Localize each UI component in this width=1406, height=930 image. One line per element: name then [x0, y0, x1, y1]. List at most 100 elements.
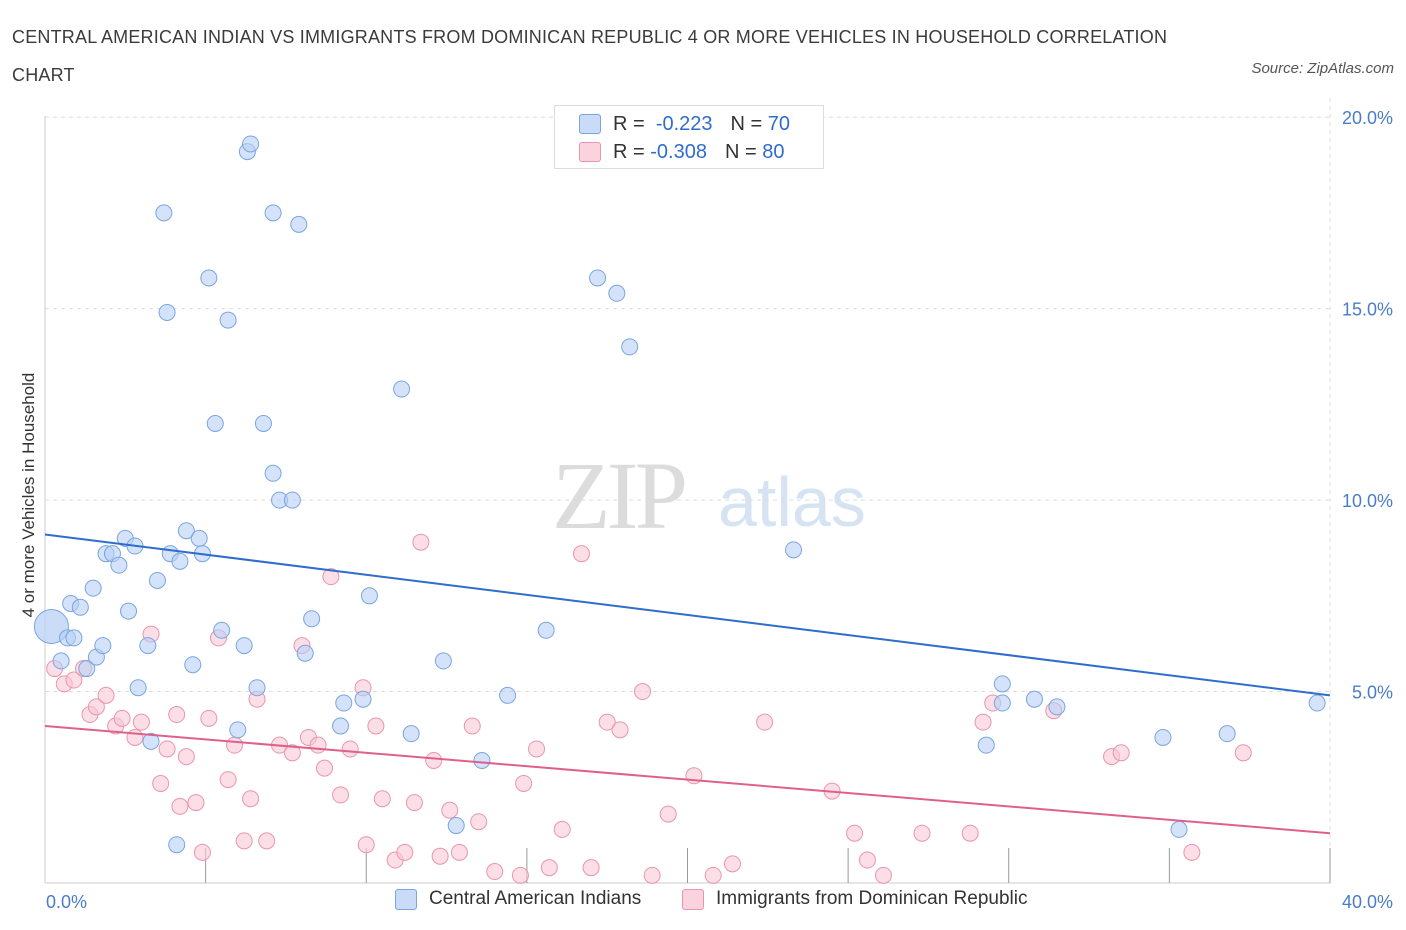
- data-point: [226, 736, 244, 754]
- series-central-american-points: [33, 135, 1326, 854]
- watermark-atlas: atlas: [718, 463, 866, 541]
- legend-row-central-american: R = -0.223 N = 70: [579, 112, 790, 136]
- data-point: [264, 464, 282, 482]
- gridlines: [45, 98, 1331, 883]
- data-point: [1308, 694, 1326, 712]
- data-point: [235, 832, 253, 850]
- legend-swatch-blue: [395, 888, 417, 910]
- x-tick-label: 40.0%: [1342, 892, 1393, 912]
- data-point: [431, 847, 449, 865]
- data-point: [402, 725, 420, 743]
- data-point: [977, 736, 995, 754]
- data-point: [148, 571, 166, 589]
- data-point: [434, 652, 452, 670]
- data-point: [396, 843, 414, 861]
- data-point: [1025, 690, 1043, 708]
- data-point: [84, 579, 102, 597]
- data-point: [155, 204, 173, 222]
- data-point: [598, 713, 616, 731]
- axes: [44, 116, 1331, 884]
- x-tick-label: 0.0%: [46, 892, 87, 912]
- data-point: [1112, 744, 1130, 762]
- data-point: [582, 859, 600, 877]
- data-point: [120, 602, 138, 620]
- data-point: [659, 805, 677, 823]
- data-point: [168, 836, 186, 854]
- data-point: [248, 679, 266, 697]
- series-dominican-points: [46, 533, 1252, 884]
- data-point: [858, 851, 876, 869]
- legend-n-value: 80: [762, 140, 785, 163]
- legend-n-label: N =: [724, 140, 757, 163]
- data-point: [235, 637, 253, 655]
- data-point: [611, 721, 629, 739]
- data-point: [168, 706, 186, 724]
- y-axis-label: 4 or more Vehicles in Household: [19, 373, 38, 618]
- legend-r-value: -0.308: [650, 140, 707, 163]
- series-legend: Central American Indians Immigrants from…: [0, 888, 1406, 918]
- data-point: [634, 683, 652, 701]
- data-point: [463, 717, 481, 735]
- data-point: [1170, 820, 1188, 838]
- legend-swatch-pink: [579, 142, 601, 162]
- data-point: [126, 728, 144, 746]
- legend-swatch-blue: [579, 114, 601, 134]
- data-point: [572, 545, 590, 563]
- data-point: [177, 748, 195, 766]
- y-tick-label: 5.0%: [1352, 683, 1393, 703]
- data-point: [360, 587, 378, 605]
- legend-label: Immigrants from Dominican Republic: [716, 888, 1028, 909]
- data-point: [315, 759, 333, 777]
- data-point: [242, 135, 260, 153]
- data-point: [412, 533, 430, 551]
- data-point: [200, 269, 218, 287]
- data-point: [537, 621, 555, 639]
- data-point: [332, 786, 350, 804]
- data-point: [486, 863, 504, 881]
- data-point: [296, 644, 314, 662]
- y-tick-label: 10.0%: [1342, 491, 1393, 511]
- data-point: [190, 529, 208, 547]
- data-point: [785, 541, 803, 559]
- data-point: [94, 637, 112, 655]
- data-point: [283, 491, 301, 509]
- watermark-zip: ZIP: [552, 442, 688, 549]
- data-point: [283, 744, 301, 762]
- data-point: [961, 824, 979, 842]
- data-point: [97, 686, 115, 704]
- data-point: [113, 709, 131, 727]
- data-point: [723, 855, 741, 873]
- data-point: [52, 652, 70, 670]
- data-point: [1234, 744, 1252, 762]
- data-point: [846, 824, 864, 842]
- data-point: [171, 552, 189, 570]
- data-point: [158, 740, 176, 758]
- legend-item-dominican[interactable]: Immigrants from Dominican Republic: [682, 888, 1028, 910]
- legend-r-label: R =: [613, 112, 645, 135]
- data-point: [993, 675, 1011, 693]
- data-point: [515, 774, 533, 792]
- legend-item-central-american[interactable]: Central American Indians: [395, 888, 641, 910]
- data-point: [206, 414, 224, 432]
- data-point: [756, 713, 774, 731]
- data-point: [354, 690, 372, 708]
- data-point: [142, 732, 160, 750]
- data-point: [528, 740, 546, 758]
- data-point: [258, 832, 276, 850]
- data-point: [65, 671, 83, 689]
- regression-lines: [44, 533, 1331, 835]
- data-point: [332, 717, 350, 735]
- data-point: [229, 721, 247, 739]
- data-point: [540, 859, 558, 877]
- data-point: [177, 522, 195, 540]
- source-credit: Source: ZipAtlas.com: [1251, 60, 1394, 77]
- data-point: [322, 568, 340, 586]
- data-point: [187, 794, 205, 812]
- y-tick-label: 20.0%: [1342, 108, 1393, 128]
- data-point: [139, 637, 157, 655]
- data-point: [367, 717, 385, 735]
- legend-swatch-pink: [682, 888, 704, 910]
- data-point: [553, 820, 571, 838]
- y-tick-label: 15.0%: [1342, 300, 1393, 320]
- data-point: [1048, 698, 1066, 716]
